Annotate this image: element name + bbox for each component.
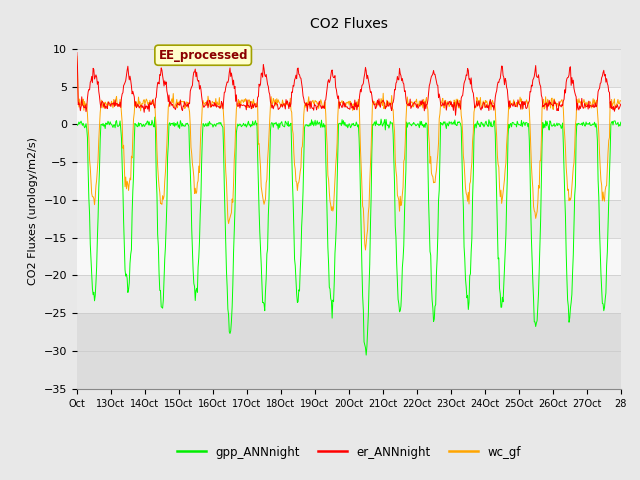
Bar <box>77 86 621 124</box>
Bar <box>77 200 621 238</box>
Y-axis label: CO2 Fluxes (urology/m2/s): CO2 Fluxes (urology/m2/s) <box>28 137 38 285</box>
Legend: gpp_ANNnight, er_ANNnight, wc_gf: gpp_ANNnight, er_ANNnight, wc_gf <box>172 441 526 463</box>
Bar <box>77 48 621 86</box>
Bar <box>77 276 621 313</box>
Bar <box>77 313 621 389</box>
Text: EE_processed: EE_processed <box>158 48 248 62</box>
Bar <box>77 238 621 276</box>
Bar <box>77 124 621 162</box>
Bar <box>77 162 621 200</box>
Title: CO2 Fluxes: CO2 Fluxes <box>310 17 388 31</box>
